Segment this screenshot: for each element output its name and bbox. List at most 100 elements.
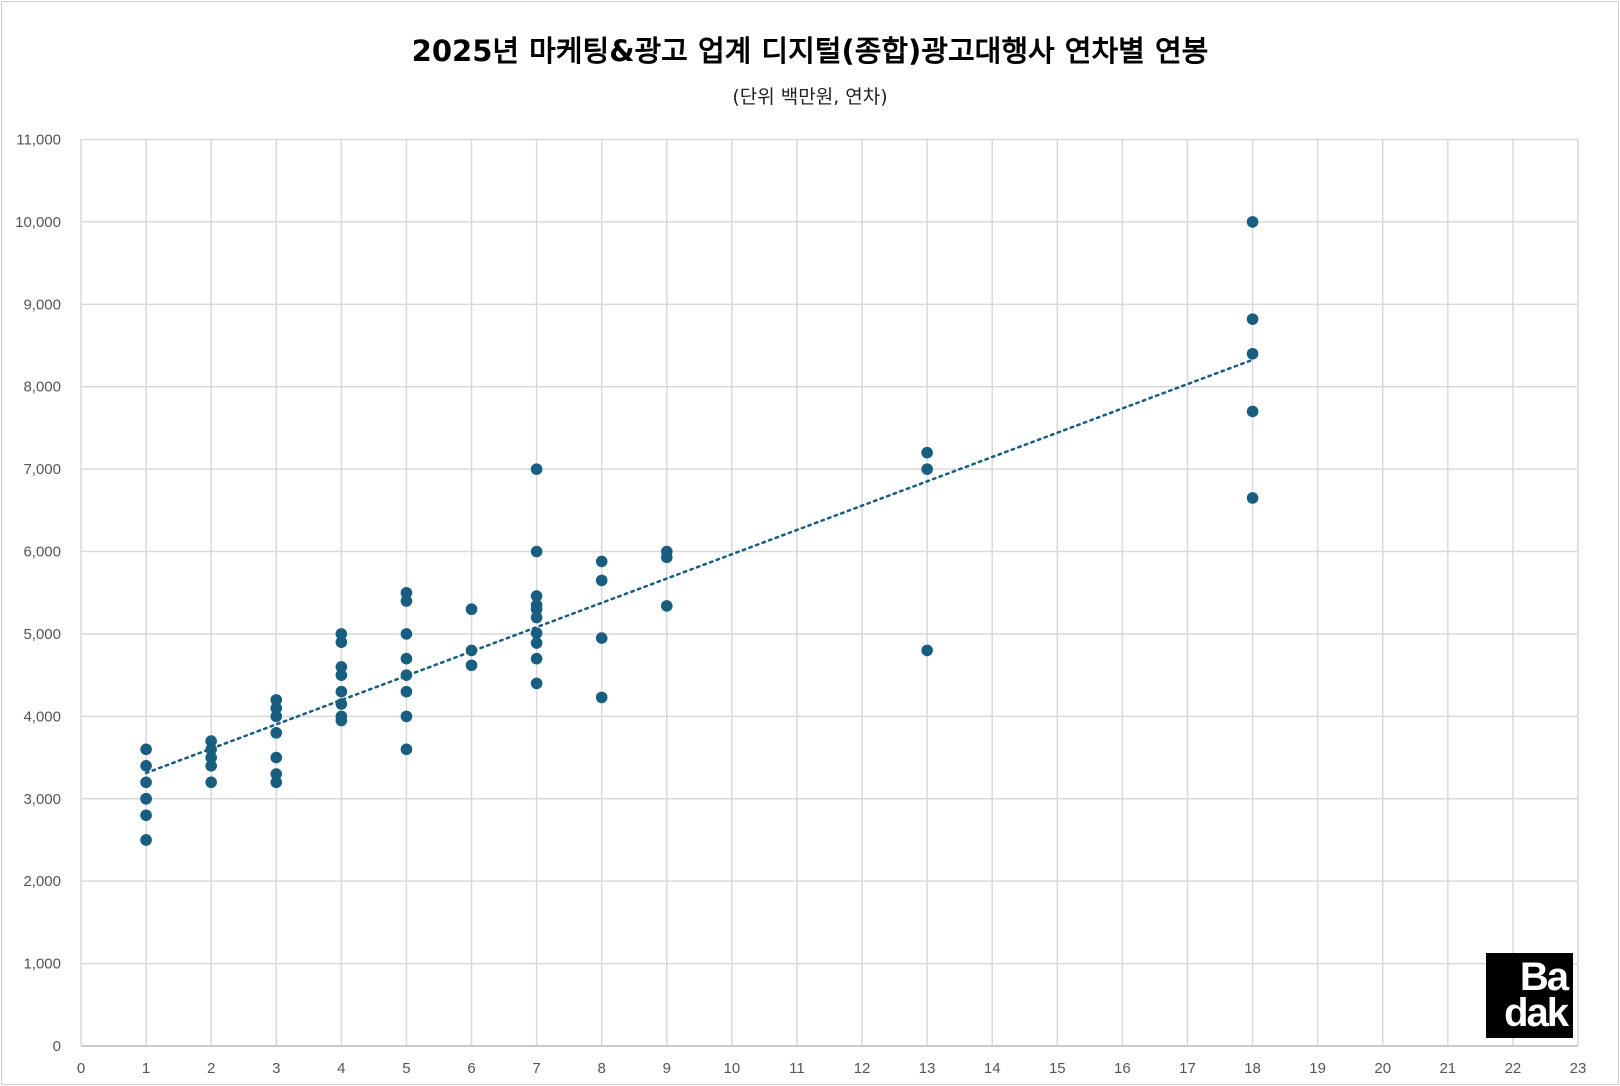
chart-subtitle: (단위 백만원, 연차): [732, 86, 888, 108]
x-tick-label: 19: [1309, 1060, 1326, 1077]
data-point: [205, 751, 217, 764]
data-point: [1246, 216, 1259, 228]
x-tick-label: 15: [1049, 1060, 1066, 1077]
data-point: [270, 702, 283, 714]
x-tick-label: 21: [1439, 1060, 1456, 1077]
y-tick-label: 2,000: [23, 873, 61, 890]
data-point: [921, 644, 933, 657]
x-tick-label: 3: [272, 1060, 280, 1077]
x-tick-label: 16: [1114, 1060, 1131, 1077]
data-point: [270, 727, 283, 739]
data-point: [595, 691, 608, 704]
data-point: [595, 632, 608, 644]
y-tick-label: 10,000: [15, 214, 61, 231]
x-tick-label: 17: [1179, 1060, 1196, 1077]
data-point: [921, 463, 933, 475]
data-point: [400, 669, 413, 681]
x-tick-label: 0: [77, 1060, 85, 1077]
x-tick-label: 8: [598, 1060, 606, 1077]
y-tick-label: 5,000: [23, 626, 61, 643]
data-point: [270, 710, 283, 723]
data-point: [530, 611, 543, 624]
data-point: [270, 694, 283, 706]
data-point: [1246, 492, 1259, 504]
data-point: [530, 603, 543, 616]
data-point: [530, 627, 543, 639]
data-point: [335, 714, 348, 727]
x-tick-label: 12: [854, 1060, 871, 1077]
data-point: [270, 751, 283, 764]
data-point: [660, 600, 673, 612]
x-tick-label: 1: [142, 1060, 150, 1077]
data-point: [205, 743, 217, 756]
y-tick-label: 7,000: [23, 461, 61, 478]
data-point: [205, 735, 217, 747]
data-point: [595, 555, 608, 568]
data-point: [400, 586, 413, 599]
data-point: [1246, 313, 1259, 325]
data-point: [1246, 347, 1259, 360]
y-tick-label: 11,000: [16, 132, 61, 149]
data-point: [400, 710, 413, 723]
data-point: [530, 463, 543, 475]
data-point: [205, 760, 217, 772]
data-point: [400, 595, 413, 607]
x-tick-label: 18: [1244, 1060, 1261, 1077]
data-point: [530, 637, 543, 649]
data-point: [530, 590, 543, 602]
data-point: [270, 776, 283, 789]
data-point: [335, 698, 348, 710]
data-point: [595, 574, 608, 587]
x-tick-label: 6: [467, 1060, 475, 1077]
y-tick-label: 6,000: [23, 544, 61, 561]
data-point: [140, 760, 152, 772]
data-point: [335, 636, 348, 648]
data-point: [140, 743, 152, 756]
data-point: [400, 685, 413, 698]
x-tick-label: 9: [663, 1060, 671, 1077]
data-point: [530, 545, 543, 558]
x-tick-label: 5: [402, 1060, 410, 1077]
x-tick-label: 22: [1505, 1060, 1522, 1077]
x-tick-label: 10: [724, 1060, 741, 1077]
y-tick-label: 8,000: [23, 379, 61, 396]
data-point: [465, 644, 478, 657]
data-point: [140, 792, 152, 805]
x-tick-label: 23: [1570, 1060, 1587, 1077]
data-point: [400, 628, 413, 640]
y-tick-label: 0: [53, 1038, 61, 1055]
data-point: [335, 661, 348, 673]
data-point: [140, 834, 152, 846]
data-point: [530, 652, 543, 665]
data-point: [335, 685, 348, 698]
data-point: [921, 446, 933, 459]
chart-title: 2025년 마케팅&광고 업계 디지털(종합)광고대행사 연차별 연봉: [411, 34, 1209, 68]
y-tick-label: 9,000: [23, 296, 61, 313]
data-point: [335, 628, 348, 640]
x-tick-label: 13: [919, 1060, 936, 1077]
y-tick-label: 4,000: [23, 708, 61, 725]
data-point: [205, 776, 217, 789]
x-tick-label: 2: [207, 1060, 215, 1077]
data-point: [660, 551, 673, 564]
y-tick-label: 3,000: [23, 791, 61, 808]
data-point: [400, 743, 413, 756]
x-tick-label: 14: [984, 1060, 1001, 1077]
data-point: [335, 669, 348, 681]
y-tick-label: 1,000: [23, 956, 61, 973]
data-point: [140, 776, 152, 789]
trendline: [144, 358, 1254, 775]
x-tick-label: 7: [532, 1060, 540, 1077]
data-point: [530, 677, 543, 690]
data-point: [465, 659, 478, 672]
data-point: [270, 768, 283, 780]
data-point: [1246, 405, 1259, 418]
x-tick-label: 11: [789, 1060, 805, 1077]
badak-logo: Ba dak: [1486, 953, 1573, 1038]
data-point: [140, 809, 152, 822]
data-point: [400, 652, 413, 665]
data-point: [465, 603, 478, 616]
x-tick-label: 4: [337, 1060, 345, 1077]
